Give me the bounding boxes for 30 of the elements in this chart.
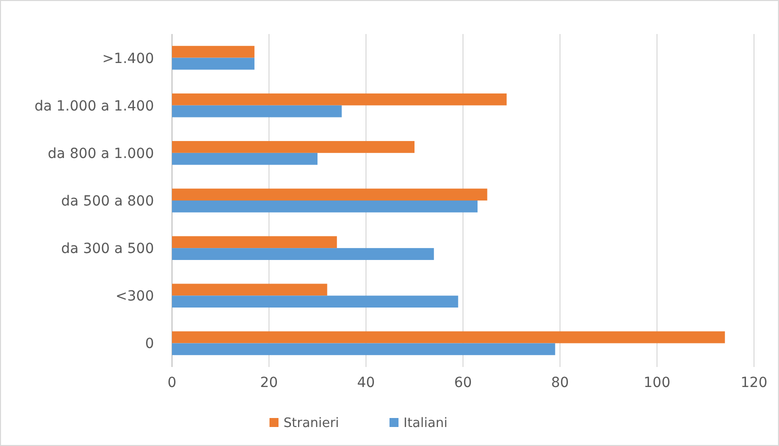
bar — [172, 248, 434, 260]
y-tick-label: da 1.000 a 1.400 — [34, 98, 154, 114]
bar — [172, 331, 725, 344]
bar — [172, 105, 342, 118]
bar — [172, 93, 507, 106]
y-tick-label: da 800 a 1.000 — [48, 146, 154, 162]
y-tick-label: <300 — [116, 288, 154, 305]
bar — [172, 58, 254, 70]
bar — [172, 343, 556, 356]
y-tick-label: da 300 a 500 — [61, 241, 154, 258]
bar — [172, 296, 458, 308]
bar — [172, 152, 318, 165]
bar — [172, 188, 488, 200]
x-tick-label: 120 — [740, 375, 768, 391]
bar — [172, 200, 478, 212]
x-tick-label: 80 — [551, 375, 569, 391]
x-tick-label: 40 — [357, 375, 375, 391]
bar — [172, 46, 254, 58]
y-tick-label: >1.400 — [102, 50, 154, 67]
y-tick-label: da 500 a 800 — [61, 194, 154, 210]
legend-label: Italiani — [404, 416, 448, 431]
bar — [172, 141, 414, 153]
x-tick-label: 0 — [168, 375, 176, 391]
y-tick-label: 0 — [145, 336, 154, 352]
x-tick-label: 100 — [644, 375, 670, 391]
bar — [172, 284, 328, 296]
legend-label: Stranieri — [284, 416, 339, 431]
x-tick-label: 60 — [454, 375, 472, 391]
bar — [172, 236, 337, 248]
x-tick-label: 20 — [260, 375, 278, 391]
